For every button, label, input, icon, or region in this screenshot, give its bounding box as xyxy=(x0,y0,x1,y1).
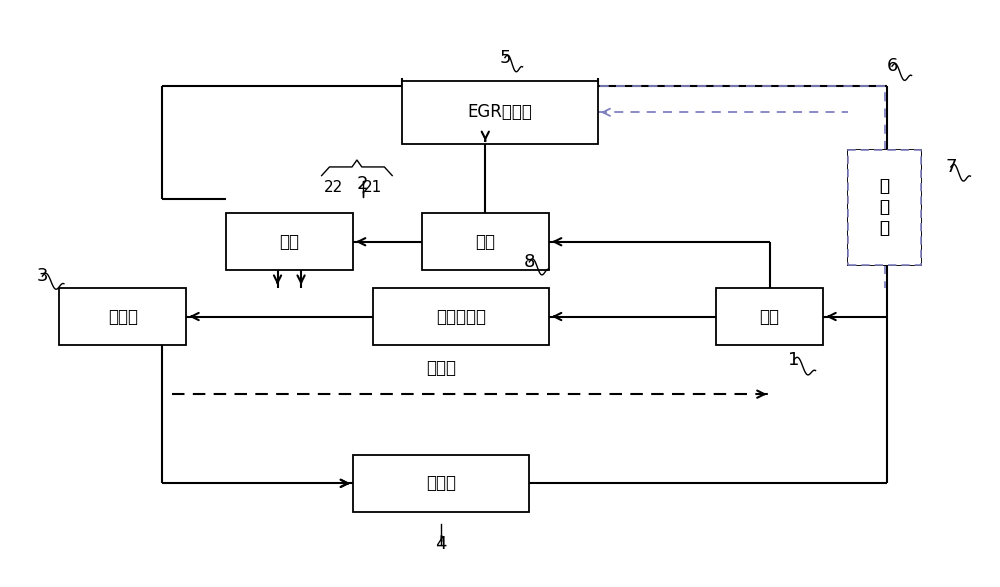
FancyBboxPatch shape xyxy=(373,288,549,345)
FancyBboxPatch shape xyxy=(848,150,921,265)
Text: 节温器: 节温器 xyxy=(108,308,138,326)
Text: 水泵: 水泵 xyxy=(760,308,780,326)
FancyBboxPatch shape xyxy=(59,288,186,345)
FancyBboxPatch shape xyxy=(353,454,529,512)
FancyBboxPatch shape xyxy=(402,80,598,144)
FancyBboxPatch shape xyxy=(226,213,353,271)
FancyBboxPatch shape xyxy=(848,150,921,265)
Text: 控
制
阀: 控 制 阀 xyxy=(880,177,890,237)
Text: 5: 5 xyxy=(499,49,511,67)
Text: 21: 21 xyxy=(363,180,382,194)
Text: 机油冷却器: 机油冷却器 xyxy=(436,308,486,326)
Text: 缸盖: 缸盖 xyxy=(279,232,299,251)
Text: 小循环: 小循环 xyxy=(426,359,456,377)
Text: 1: 1 xyxy=(788,350,800,369)
Text: 6: 6 xyxy=(886,58,898,75)
Text: 22: 22 xyxy=(324,180,343,194)
Text: 3: 3 xyxy=(37,267,48,285)
Text: 7: 7 xyxy=(945,158,957,176)
FancyBboxPatch shape xyxy=(422,213,549,271)
Text: EGR冷却器: EGR冷却器 xyxy=(468,103,532,122)
Text: 机体: 机体 xyxy=(475,232,495,251)
Text: 控
制
阀: 控 制 阀 xyxy=(880,177,890,237)
Text: 散热器: 散热器 xyxy=(426,474,456,492)
Text: 4: 4 xyxy=(435,535,447,553)
Text: 2: 2 xyxy=(357,175,369,193)
Text: 8: 8 xyxy=(524,253,535,271)
FancyBboxPatch shape xyxy=(716,288,823,345)
